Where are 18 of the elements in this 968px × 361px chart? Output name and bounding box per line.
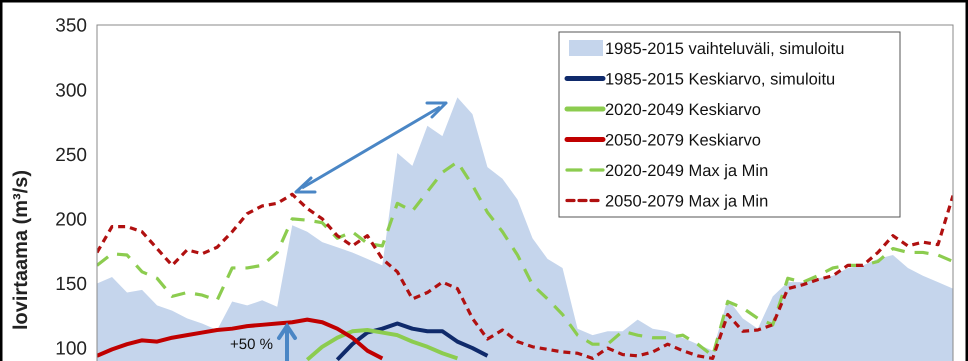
- line-series: [305, 328, 460, 361]
- legend-label: 2050-2079 Max ja Min: [605, 192, 768, 210]
- line-series: [335, 322, 490, 361]
- line-series: [97, 318, 384, 360]
- y-tick-label: 350: [55, 16, 87, 37]
- line-series: [97, 192, 953, 360]
- y-tick-label: 200: [55, 209, 87, 230]
- legend-label: 2050-2079 Keskiarvo: [605, 131, 761, 150]
- y-tick-label: 300: [55, 80, 87, 102]
- y-tick-label: 150: [55, 274, 87, 296]
- y-axis-title: lovirtaama (m³/s): [10, 170, 32, 330]
- legend-label: 2020-2049 Keskiarvo: [605, 100, 761, 119]
- y-tick-label: 100: [55, 338, 87, 360]
- annotation: +50 %: [230, 336, 273, 353]
- legend-label: 2020-2049 Max ja Min: [605, 162, 768, 180]
- legend-label: 1985-2015 vaihteluväli, simuloitu: [605, 40, 844, 58]
- legend-label: 1985-2015 Keskiarvo, simuloitu: [605, 70, 836, 88]
- y-tick-label: 250: [55, 144, 87, 166]
